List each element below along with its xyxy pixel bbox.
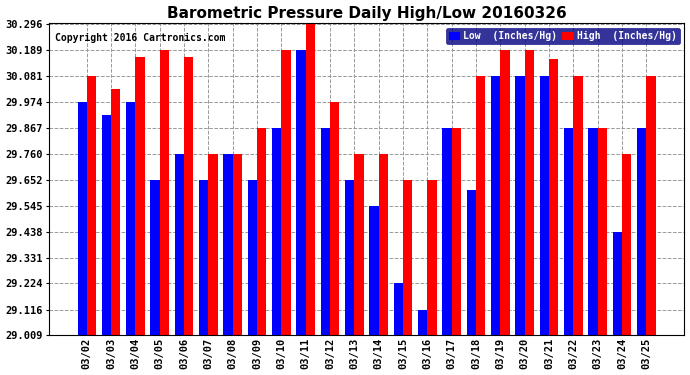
Bar bbox=[394, 284, 403, 335]
Bar bbox=[87, 76, 96, 335]
Bar bbox=[257, 128, 266, 335]
Text: Copyright 2016 Cartronics.com: Copyright 2016 Cartronics.com bbox=[55, 33, 226, 42]
Bar bbox=[297, 50, 306, 335]
Bar bbox=[613, 232, 622, 335]
Bar bbox=[233, 154, 242, 335]
Bar bbox=[272, 128, 282, 335]
Title: Barometric Pressure Daily High/Low 20160326: Barometric Pressure Daily High/Low 20160… bbox=[167, 6, 566, 21]
Bar bbox=[330, 102, 339, 335]
Bar bbox=[379, 154, 388, 335]
Bar bbox=[540, 76, 549, 335]
Bar bbox=[637, 128, 647, 335]
Bar bbox=[589, 128, 598, 335]
Bar bbox=[427, 180, 437, 335]
Bar bbox=[126, 102, 135, 335]
Bar bbox=[491, 76, 500, 335]
Bar bbox=[564, 128, 573, 335]
Bar bbox=[248, 180, 257, 335]
Bar bbox=[282, 50, 290, 335]
Bar bbox=[452, 128, 461, 335]
Bar bbox=[442, 128, 452, 335]
Bar bbox=[224, 154, 233, 335]
Bar bbox=[306, 24, 315, 335]
Bar bbox=[102, 115, 111, 335]
Bar bbox=[515, 76, 524, 335]
Bar bbox=[476, 76, 485, 335]
Bar bbox=[321, 128, 330, 335]
Legend: Low  (Inches/Hg), High  (Inches/Hg): Low (Inches/Hg), High (Inches/Hg) bbox=[446, 28, 680, 44]
Bar bbox=[150, 180, 160, 335]
Bar bbox=[184, 57, 193, 335]
Bar bbox=[160, 50, 169, 335]
Bar bbox=[208, 154, 217, 335]
Bar bbox=[135, 57, 145, 335]
Bar bbox=[369, 206, 379, 335]
Bar bbox=[77, 102, 87, 335]
Bar bbox=[622, 154, 631, 335]
Bar bbox=[403, 180, 412, 335]
Bar bbox=[355, 154, 364, 335]
Bar bbox=[500, 50, 510, 335]
Bar bbox=[345, 180, 355, 335]
Bar bbox=[466, 190, 476, 335]
Bar bbox=[111, 89, 120, 335]
Bar bbox=[418, 309, 427, 335]
Bar bbox=[598, 128, 607, 335]
Bar bbox=[549, 59, 558, 335]
Bar bbox=[175, 154, 184, 335]
Bar bbox=[524, 50, 534, 335]
Bar bbox=[647, 76, 656, 335]
Bar bbox=[199, 180, 208, 335]
Bar bbox=[573, 76, 582, 335]
